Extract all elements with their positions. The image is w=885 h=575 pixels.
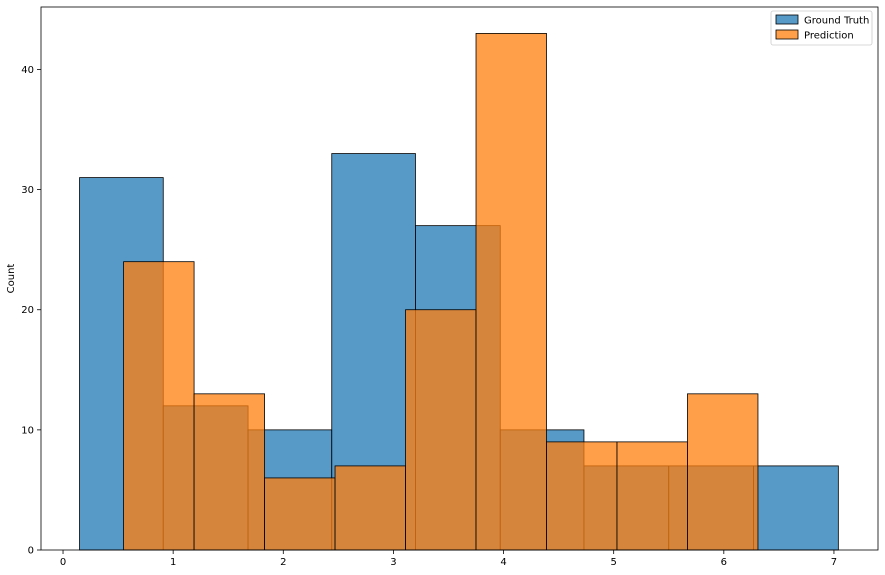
y-tick-label: 20 bbox=[21, 305, 34, 316]
prediction-bar bbox=[264, 477, 336, 551]
y-tick-label: 30 bbox=[21, 185, 34, 196]
prediction-bar bbox=[193, 393, 265, 551]
prediction-bar bbox=[123, 261, 195, 551]
legend: Ground Truth Prediction bbox=[770, 10, 873, 46]
legend-label-ground-truth: Ground Truth bbox=[804, 16, 869, 27]
x-tick-label: 3 bbox=[390, 557, 396, 568]
x-tick-label: 1 bbox=[170, 557, 176, 568]
prediction-bars bbox=[123, 33, 759, 551]
prediction-bar bbox=[687, 393, 759, 551]
y-axis: 0 10 20 30 40 bbox=[21, 65, 41, 557]
y-tick-label: 40 bbox=[21, 65, 34, 76]
prediction-bar bbox=[475, 33, 547, 551]
x-tick-label: 2 bbox=[280, 557, 286, 568]
y-tick-label: 0 bbox=[28, 546, 34, 557]
legend-swatch-prediction bbox=[775, 29, 799, 40]
x-tick-label: 4 bbox=[500, 557, 506, 568]
prediction-bar bbox=[405, 309, 477, 551]
prediction-bar bbox=[334, 465, 406, 551]
legend-swatch-ground-truth bbox=[775, 14, 799, 25]
prediction-bar bbox=[546, 441, 618, 551]
x-axis: 0 1 2 3 4 5 6 7 bbox=[60, 550, 837, 568]
y-axis-label: Count bbox=[6, 264, 17, 294]
legend-label-prediction: Prediction bbox=[804, 31, 854, 42]
x-tick-label: 5 bbox=[610, 557, 616, 568]
ground-truth-bar bbox=[753, 465, 839, 551]
prediction-bar bbox=[616, 441, 688, 551]
plot-frame bbox=[40, 6, 879, 551]
x-tick-label: 6 bbox=[721, 557, 727, 568]
x-tick-label: 0 bbox=[60, 557, 66, 568]
y-tick-label: 10 bbox=[21, 425, 34, 436]
x-tick-label: 7 bbox=[831, 557, 837, 568]
